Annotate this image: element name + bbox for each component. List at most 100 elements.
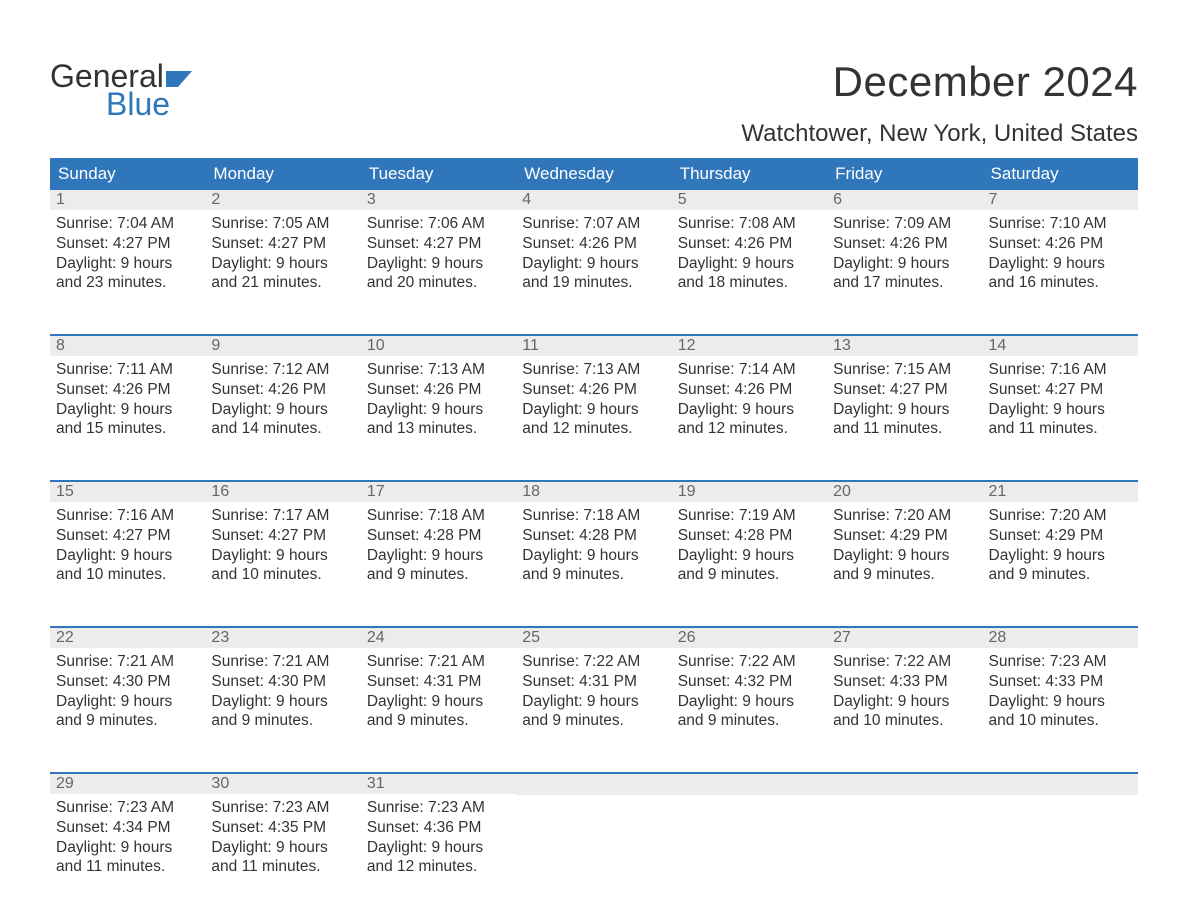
sunrise-text: Sunrise: 7:23 AM (367, 798, 510, 818)
day-body: Sunrise: 7:07 AMSunset: 4:26 PMDaylight:… (516, 210, 671, 297)
day-cell: 16Sunrise: 7:17 AMSunset: 4:27 PMDayligh… (205, 482, 360, 604)
sunrise-text: Sunrise: 7:13 AM (367, 360, 510, 380)
sunset-text: Sunset: 4:27 PM (833, 380, 976, 400)
daylight-line1: Daylight: 9 hours (989, 692, 1132, 712)
day-cell: 10Sunrise: 7:13 AMSunset: 4:26 PMDayligh… (361, 336, 516, 458)
daylight-line1: Daylight: 9 hours (56, 838, 199, 858)
sunrise-text: Sunrise: 7:19 AM (678, 506, 821, 526)
daylight-line1: Daylight: 9 hours (522, 254, 665, 274)
day-cell: 23Sunrise: 7:21 AMSunset: 4:30 PMDayligh… (205, 628, 360, 750)
daylight-line1: Daylight: 9 hours (833, 254, 976, 274)
day-header-thu: Thursday (672, 158, 827, 190)
day-body: Sunrise: 7:10 AMSunset: 4:26 PMDaylight:… (983, 210, 1138, 297)
sunrise-text: Sunrise: 7:16 AM (989, 360, 1132, 380)
daylight-line1: Daylight: 9 hours (833, 400, 976, 420)
day-cell: 4Sunrise: 7:07 AMSunset: 4:26 PMDaylight… (516, 190, 671, 312)
day-body: Sunrise: 7:17 AMSunset: 4:27 PMDaylight:… (205, 502, 360, 589)
day-number: 1 (50, 190, 205, 210)
daylight-line1: Daylight: 9 hours (211, 400, 354, 420)
sunrise-text: Sunrise: 7:07 AM (522, 214, 665, 234)
sunrise-text: Sunrise: 7:08 AM (678, 214, 821, 234)
day-cell: 18Sunrise: 7:18 AMSunset: 4:28 PMDayligh… (516, 482, 671, 604)
daylight-line1: Daylight: 9 hours (367, 546, 510, 566)
day-number: 7 (983, 190, 1138, 210)
sunrise-text: Sunrise: 7:20 AM (833, 506, 976, 526)
day-number: 6 (827, 190, 982, 210)
day-number: 13 (827, 336, 982, 356)
day-number: 25 (516, 628, 671, 648)
sunrise-text: Sunrise: 7:15 AM (833, 360, 976, 380)
day-cell: 19Sunrise: 7:19 AMSunset: 4:28 PMDayligh… (672, 482, 827, 604)
sunset-text: Sunset: 4:27 PM (367, 234, 510, 254)
location-text: Watchtower, New York, United States (741, 120, 1138, 148)
daylight-line2: and 11 minutes. (833, 419, 976, 439)
sunset-text: Sunset: 4:27 PM (989, 380, 1132, 400)
day-cell: 6Sunrise: 7:09 AMSunset: 4:26 PMDaylight… (827, 190, 982, 312)
day-cell (516, 774, 671, 896)
daylight-line2: and 9 minutes. (989, 565, 1132, 585)
sunset-text: Sunset: 4:28 PM (678, 526, 821, 546)
day-number: 19 (672, 482, 827, 502)
daylight-line1: Daylight: 9 hours (678, 692, 821, 712)
weeks-container: 1Sunrise: 7:04 AMSunset: 4:27 PMDaylight… (50, 190, 1138, 896)
day-number (827, 774, 982, 795)
week-row: 15Sunrise: 7:16 AMSunset: 4:27 PMDayligh… (50, 480, 1138, 604)
daylight-line2: and 20 minutes. (367, 273, 510, 293)
sunset-text: Sunset: 4:30 PM (211, 672, 354, 692)
day-body: Sunrise: 7:20 AMSunset: 4:29 PMDaylight:… (827, 502, 982, 589)
day-body: Sunrise: 7:08 AMSunset: 4:26 PMDaylight:… (672, 210, 827, 297)
day-cell: 29Sunrise: 7:23 AMSunset: 4:34 PMDayligh… (50, 774, 205, 896)
sunrise-text: Sunrise: 7:17 AM (211, 506, 354, 526)
day-header-tue: Tuesday (361, 158, 516, 190)
sunset-text: Sunset: 4:26 PM (56, 380, 199, 400)
day-number: 23 (205, 628, 360, 648)
day-cell (827, 774, 982, 896)
daylight-line1: Daylight: 9 hours (367, 838, 510, 858)
sunset-text: Sunset: 4:26 PM (989, 234, 1132, 254)
day-cell: 5Sunrise: 7:08 AMSunset: 4:26 PMDaylight… (672, 190, 827, 312)
day-number: 31 (361, 774, 516, 794)
daylight-line1: Daylight: 9 hours (833, 692, 976, 712)
day-body: Sunrise: 7:23 AMSunset: 4:36 PMDaylight:… (361, 794, 516, 881)
sunset-text: Sunset: 4:32 PM (678, 672, 821, 692)
daylight-line2: and 9 minutes. (678, 565, 821, 585)
daylight-line2: and 15 minutes. (56, 419, 199, 439)
daylight-line2: and 21 minutes. (211, 273, 354, 293)
day-number: 8 (50, 336, 205, 356)
daylight-line2: and 10 minutes. (833, 711, 976, 731)
day-cell: 20Sunrise: 7:20 AMSunset: 4:29 PMDayligh… (827, 482, 982, 604)
daylight-line2: and 12 minutes. (522, 419, 665, 439)
day-body: Sunrise: 7:12 AMSunset: 4:26 PMDaylight:… (205, 356, 360, 443)
day-body: Sunrise: 7:16 AMSunset: 4:27 PMDaylight:… (983, 356, 1138, 443)
day-cell: 7Sunrise: 7:10 AMSunset: 4:26 PMDaylight… (983, 190, 1138, 312)
day-header-fri: Friday (827, 158, 982, 190)
day-number: 4 (516, 190, 671, 210)
daylight-line1: Daylight: 9 hours (367, 400, 510, 420)
sunset-text: Sunset: 4:26 PM (833, 234, 976, 254)
sunrise-text: Sunrise: 7:21 AM (211, 652, 354, 672)
daylight-line1: Daylight: 9 hours (211, 254, 354, 274)
sunset-text: Sunset: 4:26 PM (678, 234, 821, 254)
day-number (983, 774, 1138, 795)
daylight-line2: and 9 minutes. (522, 565, 665, 585)
daylight-line2: and 10 minutes. (989, 711, 1132, 731)
daylight-line1: Daylight: 9 hours (678, 254, 821, 274)
day-cell: 13 Sunrise: 7:15 AMSunset: 4:27 PMDayligh… (827, 336, 982, 458)
sunset-text: Sunset: 4:28 PM (522, 526, 665, 546)
day-cell: 3Sunrise: 7:06 AMSunset: 4:27 PMDaylight… (361, 190, 516, 312)
sunrise-text: Sunrise: 7:18 AM (522, 506, 665, 526)
day-body: Sunrise: 7:23 AMSunset: 4:35 PMDaylight:… (205, 794, 360, 881)
sunset-text: Sunset: 4:31 PM (522, 672, 665, 692)
day-body: Sunrise: 7:19 AMSunset: 4:28 PMDaylight:… (672, 502, 827, 589)
brand-word2: Blue (50, 88, 192, 120)
day-cell (672, 774, 827, 896)
day-header-sun: Sunday (50, 158, 205, 190)
sunset-text: Sunset: 4:26 PM (211, 380, 354, 400)
sunrise-text: Sunrise: 7:21 AM (56, 652, 199, 672)
daylight-line2: and 10 minutes. (211, 565, 354, 585)
sunrise-text: Sunrise: 7:04 AM (56, 214, 199, 234)
page-title: December 2024 (741, 58, 1138, 106)
daylight-line1: Daylight: 9 hours (367, 692, 510, 712)
day-body: Sunrise: 7:21 AMSunset: 4:31 PMDaylight:… (361, 648, 516, 735)
day-body: Sunrise: 7:23 AMSunset: 4:34 PMDaylight:… (50, 794, 205, 881)
